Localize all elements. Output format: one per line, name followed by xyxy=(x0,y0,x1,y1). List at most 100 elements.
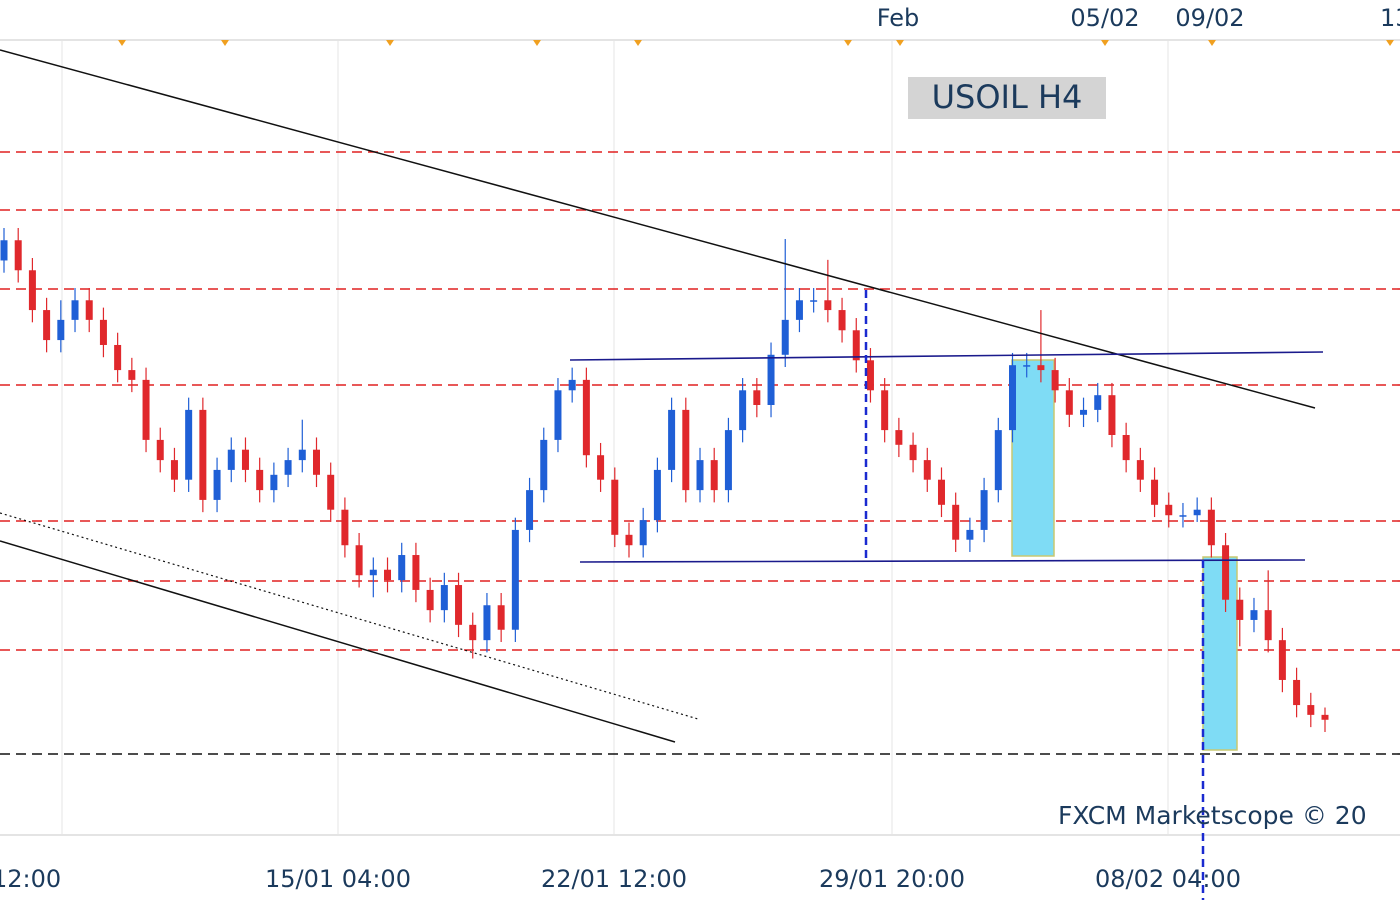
candle-body xyxy=(270,474,278,491)
candle-body xyxy=(256,469,264,491)
candle-body xyxy=(582,379,590,456)
range-top xyxy=(569,351,1324,361)
candle-body xyxy=(838,310,846,331)
candle-body xyxy=(1108,395,1116,435)
candle-body xyxy=(312,449,320,475)
candle-body xyxy=(937,479,945,505)
candle-body xyxy=(526,490,534,530)
candle-body xyxy=(923,460,931,480)
candle-body xyxy=(1236,599,1244,620)
candle-body xyxy=(1065,390,1073,415)
candle-body xyxy=(824,300,832,311)
candle-body xyxy=(881,390,889,431)
candle-body xyxy=(57,319,65,341)
projection-box xyxy=(1202,556,1238,751)
candle-body xyxy=(412,555,420,590)
candle-body xyxy=(199,409,207,500)
candle-body xyxy=(156,439,164,461)
candle-body xyxy=(554,390,562,440)
candle-body xyxy=(1080,409,1088,415)
candle-body xyxy=(142,379,150,440)
candle-body xyxy=(1250,610,1258,620)
vertical-grid xyxy=(61,40,1169,835)
candle-body xyxy=(341,509,349,546)
candle-body xyxy=(909,444,917,461)
candle-body xyxy=(866,360,874,391)
candle-body xyxy=(71,300,79,320)
candle-body xyxy=(426,589,434,611)
title-box xyxy=(908,77,1106,119)
candle-body xyxy=(795,300,803,320)
candle-body xyxy=(1023,365,1031,367)
event-marker xyxy=(1386,40,1394,46)
range-bottom xyxy=(579,559,1306,563)
candle-body xyxy=(724,430,732,491)
candle-body xyxy=(85,300,93,320)
candle-body xyxy=(1136,460,1144,480)
candle-body xyxy=(1278,640,1286,680)
candle-body xyxy=(355,545,363,576)
candle-body xyxy=(568,379,576,391)
event-marker xyxy=(634,40,642,46)
candle-body xyxy=(1037,365,1045,371)
candle-body xyxy=(1321,714,1329,720)
event-marker xyxy=(896,40,904,46)
candle-body xyxy=(241,449,249,470)
candle-body xyxy=(398,555,406,581)
candle-body xyxy=(14,240,22,271)
candle-body xyxy=(540,439,548,491)
candle-body xyxy=(994,430,1002,491)
candles xyxy=(0,228,1329,733)
candle-body xyxy=(114,344,122,371)
candle-body xyxy=(639,520,647,546)
candle-body xyxy=(469,624,477,641)
x-tick-label: 29/01 20:00 xyxy=(819,865,965,893)
candle-body xyxy=(739,390,747,431)
x-tick-label: 22/01 12:00 xyxy=(541,865,687,893)
candle-body xyxy=(625,534,633,546)
candle-body xyxy=(327,474,335,510)
candle-body xyxy=(43,310,51,341)
candle-body xyxy=(966,529,974,540)
top-label: 13 xyxy=(1380,4,1400,32)
measure-box xyxy=(1011,359,1055,557)
candle-body xyxy=(895,430,903,445)
event-marker xyxy=(533,40,541,46)
candle-body xyxy=(753,390,761,405)
candle-body xyxy=(170,460,178,480)
candle-body xyxy=(810,300,818,302)
candle-body xyxy=(781,319,789,355)
candle-body xyxy=(980,490,988,530)
candle-body xyxy=(128,370,136,380)
top-label: 09/02 xyxy=(1175,4,1244,32)
candle-body xyxy=(284,460,292,475)
event-marker xyxy=(221,40,229,46)
candle-body xyxy=(384,569,392,581)
candle-body xyxy=(710,460,718,491)
event-marker xyxy=(844,40,852,46)
event-markers xyxy=(118,40,1394,46)
candle-body xyxy=(1165,504,1173,516)
candle-body xyxy=(511,529,519,630)
candle-body xyxy=(1094,395,1102,410)
resistance-levels xyxy=(0,151,1400,651)
event-marker xyxy=(1208,40,1216,46)
candle-body xyxy=(1179,515,1187,517)
candle-body xyxy=(483,605,491,641)
event-marker xyxy=(118,40,126,46)
candle-body xyxy=(99,319,107,345)
trend-line xyxy=(0,49,1316,409)
event-marker xyxy=(1101,40,1109,46)
chart-title: USOIL H4 xyxy=(932,78,1083,116)
candle-body xyxy=(696,460,704,491)
candle-body xyxy=(1264,610,1272,641)
candle-body xyxy=(455,585,463,625)
x-tick-label: 12:00 xyxy=(0,865,61,893)
candle-body xyxy=(611,479,619,535)
candle-body xyxy=(1293,679,1301,706)
candle-body xyxy=(1009,365,1017,431)
candle-body xyxy=(668,409,676,470)
candle-body xyxy=(1222,545,1230,600)
candle-body xyxy=(213,469,221,500)
